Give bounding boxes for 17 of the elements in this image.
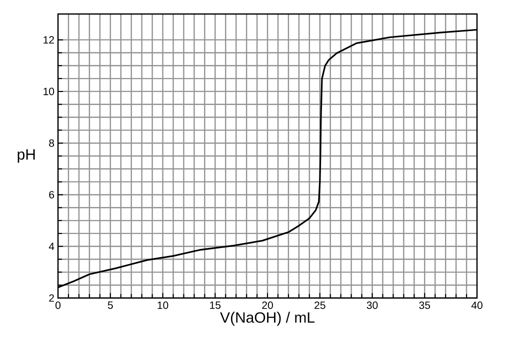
x-tick-label: 5 [108,302,113,309]
x-tick-label: 0 [55,302,61,309]
x-tick-label: 30 [366,302,378,309]
y-tick-label: 2 [49,294,54,302]
y-tick-label: 10 [44,88,54,96]
x-tick-label: 10 [158,302,168,309]
y-tick-label: 8 [49,139,54,147]
x-tick-label: 20 [262,302,273,309]
x-axis-title: V(NaOH) / mL [220,312,314,326]
x-tick-label: 25 [314,302,326,309]
y-tick-label: 6 [49,191,54,198]
x-tick-label: 40 [471,302,482,309]
y-tick-label: 4 [48,242,54,250]
x-tick-label: 15 [210,302,221,309]
x-tick-label: 35 [419,302,430,309]
y-tick-label: 12 [44,36,54,44]
y-axis-title: pH [18,149,35,163]
